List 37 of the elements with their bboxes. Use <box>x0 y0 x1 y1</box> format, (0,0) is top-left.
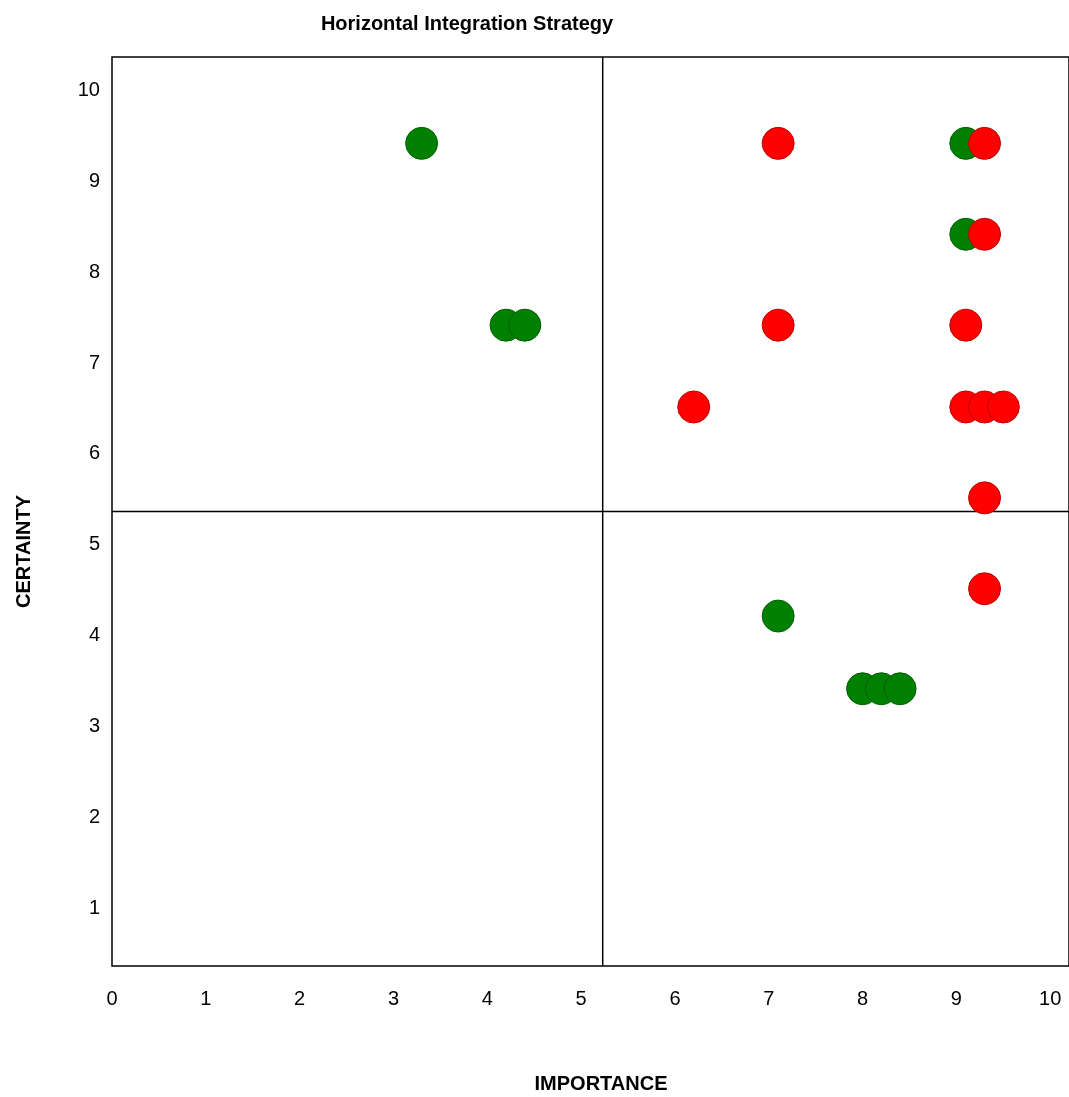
y-tick-label: 2 <box>88 805 100 828</box>
point <box>761 308 795 342</box>
y-tick-label: 3 <box>88 714 100 737</box>
x-tick-label: 1 <box>200 987 212 1009</box>
y-tick-label: 1 <box>88 895 100 918</box>
y-tick-label: 10 <box>77 77 100 100</box>
x-tick-label: 6 <box>669 987 681 1009</box>
x-tick-label: 9 <box>950 987 962 1009</box>
x-tick-label: 7 <box>763 987 775 1009</box>
chart-title: Horizontal Integration Strategy <box>320 12 614 34</box>
x-tick-label: 10 <box>1039 987 1062 1009</box>
y-tick-label: 5 <box>88 532 100 555</box>
point <box>968 481 1002 515</box>
point <box>761 599 795 633</box>
point <box>761 126 795 160</box>
y-tick-label: 8 <box>88 259 100 282</box>
y-axis-title: CERTAINTY <box>12 494 34 608</box>
x-tick-label: 2 <box>294 987 306 1009</box>
point <box>883 672 917 706</box>
point <box>508 308 542 342</box>
point <box>405 126 439 160</box>
point <box>968 126 1002 160</box>
y-tick-label: 9 <box>88 168 100 191</box>
point <box>968 217 1002 251</box>
x-axis-title: IMPORTANCE <box>534 1072 668 1094</box>
x-tick-label: 8 <box>857 987 869 1009</box>
x-tick-label: 0 <box>106 987 118 1009</box>
x-tick-label: 5 <box>575 987 587 1009</box>
x-tick-label: 3 <box>387 987 400 1009</box>
point <box>677 390 711 424</box>
point <box>968 572 1002 606</box>
y-tick-label: 7 <box>88 350 100 373</box>
y-tick-label: 6 <box>88 441 100 464</box>
point <box>986 390 1020 424</box>
y-tick-label: 4 <box>88 623 100 646</box>
point <box>949 308 983 342</box>
x-tick-label: 4 <box>481 987 493 1009</box>
